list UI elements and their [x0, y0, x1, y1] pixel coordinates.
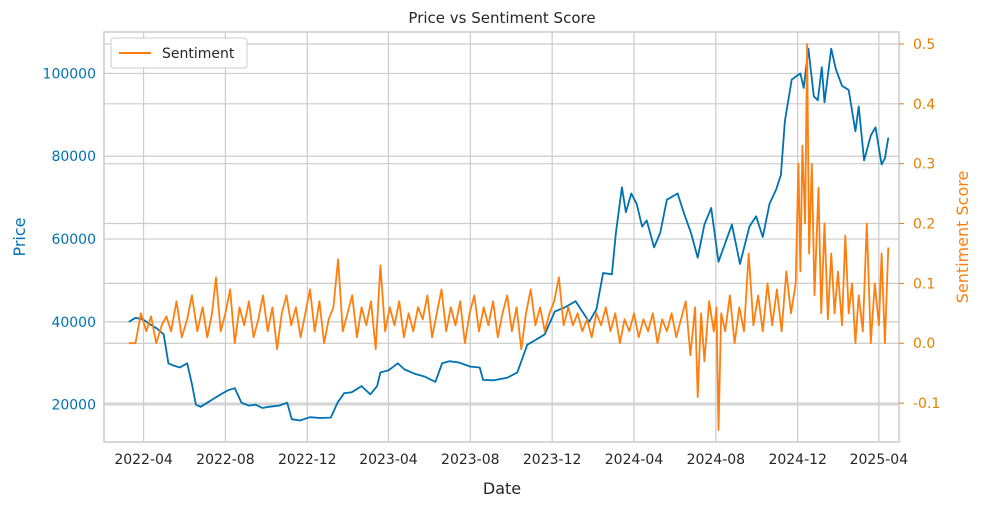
legend: Sentiment — [110, 37, 248, 69]
x-axis: 2022-04 2022-08 2022-12 2023-04 2023-08 2023-… — [114, 452, 908, 468]
x-tick-label: 2023-08 — [441, 452, 500, 468]
x-tick-label: 2023-12 — [523, 452, 582, 468]
x-axis-title: Date — [483, 479, 521, 498]
y-left-tick-label: 20000 — [51, 398, 96, 414]
y-right-tick-label: 0.3 — [913, 157, 935, 173]
y-axis-left: 20000 40000 60000 80000 100000 — [43, 66, 96, 413]
y-right-tick-label: -0.1 — [913, 396, 940, 412]
y-axis-right-title: Sentiment Score — [953, 171, 972, 304]
series — [128, 43, 890, 431]
chart-title: Price vs Sentiment Score — [408, 9, 595, 27]
y-left-tick-label: 40000 — [51, 315, 96, 331]
x-tick-label: 2022-04 — [114, 452, 173, 468]
y-left-tick-label: 80000 — [51, 149, 96, 165]
x-tick-label: 2024-04 — [605, 452, 664, 468]
y-right-tick-label: 0.0 — [913, 336, 935, 352]
y-axis-left-title: Price — [10, 217, 29, 256]
x-tick-label: 2022-08 — [196, 452, 255, 468]
grid — [104, 32, 899, 442]
x-tick-label: 2024-08 — [687, 452, 746, 468]
x-tick-label: 2022-12 — [278, 452, 337, 468]
x-tick-label: 2023-04 — [359, 452, 418, 468]
legend-box — [110, 37, 248, 69]
y-right-tick-label: 0.2 — [913, 217, 935, 233]
y-right-tick-label: 0.1 — [913, 276, 935, 292]
legend-label-sentiment: Sentiment — [162, 46, 235, 62]
y-axis-right: -0.1 0.0 0.1 0.2 0.3 0.4 0.5 — [899, 37, 940, 412]
price-series-line — [128, 47, 890, 422]
x-tick-label: 2025-04 — [850, 452, 909, 468]
sentiment-series-line — [128, 43, 890, 431]
plot-frame — [103, 31, 900, 443]
y-right-tick-label: 0.5 — [913, 37, 935, 53]
y-left-tick-label: 60000 — [51, 232, 96, 248]
y-right-tick-label: 0.4 — [913, 97, 935, 113]
y-left-tick-label: 100000 — [43, 66, 96, 82]
x-tick-label: 2024-12 — [768, 452, 827, 468]
